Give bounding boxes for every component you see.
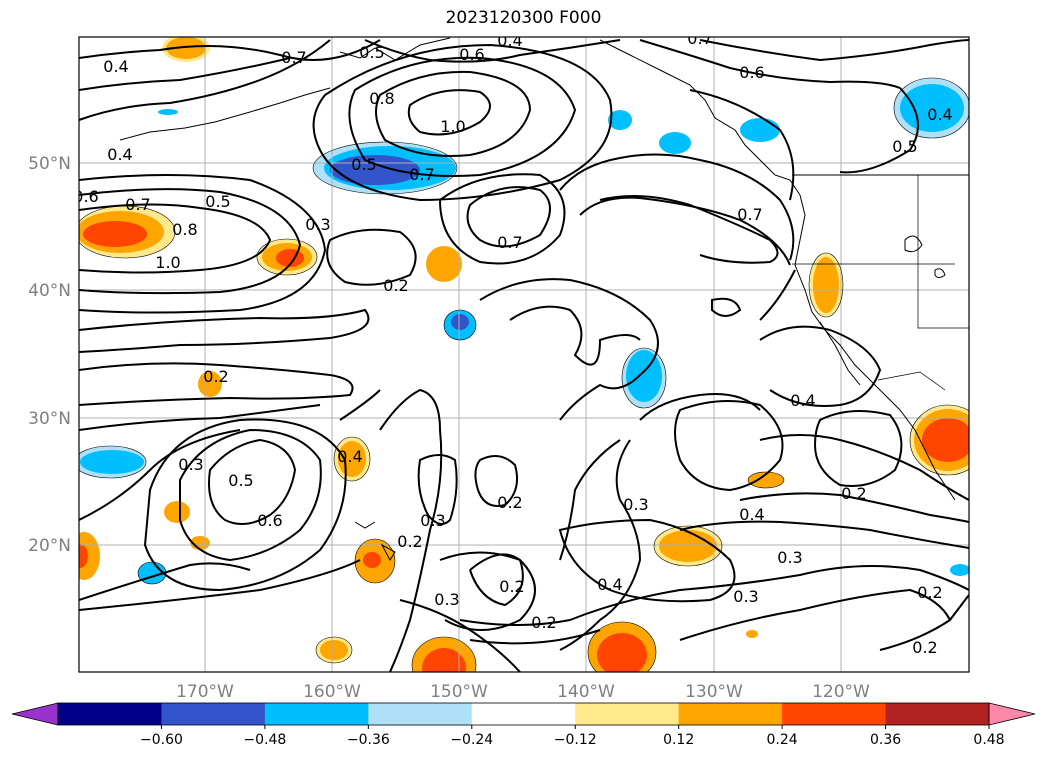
contour-label: 0.5 (359, 43, 384, 62)
contour-label: 0.7 (281, 48, 306, 67)
map-plot-area: 0.4 0.7 0.5 0.4 0.6 0.7 0.6 0.8 1.0 0.4 … (73, 29, 969, 672)
colorbar-tick-label: −0.24 (450, 732, 493, 748)
contour-label: 0.4 (337, 447, 362, 466)
contour-label: 0.4 (107, 145, 132, 164)
contour-label: 0.7 (125, 195, 150, 214)
contour-label: 0.3 (733, 587, 758, 606)
map-title: 2023120300 F000 (445, 8, 602, 28)
lon-label-150w: 150°W (430, 682, 488, 702)
colorbar-tick-label: −0.36 (347, 732, 390, 748)
contour-label: 0.3 (623, 495, 648, 514)
contour-label: 0.4 (103, 57, 128, 76)
contour-label: 1.0 (440, 117, 465, 136)
lon-label-140w: 140°W (557, 682, 615, 702)
colorbar-segment (471, 703, 576, 725)
colorbar-segment (58, 703, 162, 725)
contour-label: 0.5 (892, 137, 917, 156)
contour-lines (79, 39, 969, 672)
colorbar-ticks: −0.60 −0.48 −0.36 −0.24 −0.12 0.12 0.24 0.36 0.4… (140, 725, 1005, 748)
colorbar-tick-label: −0.48 (243, 732, 286, 748)
colorbar-tick-label: 0.48 (973, 732, 1004, 748)
contour-label: 0.2 (499, 577, 524, 596)
contour-label: 0.7 (687, 29, 712, 48)
contour-label: 0.6 (459, 45, 484, 64)
contour-label: 0.7 (737, 205, 762, 224)
colorbar-extend-left (11, 702, 59, 726)
colorbar-segment (161, 703, 266, 725)
contour-label: 0.5 (205, 192, 230, 211)
contour-label: 0.4 (497, 31, 522, 50)
contour-label: 0.6 (73, 187, 98, 206)
contour-label: 0.8 (369, 89, 394, 108)
gridlines (79, 37, 969, 672)
colorbar-tick-label: −0.60 (140, 732, 183, 748)
colorbar-segment (782, 703, 887, 725)
contour-label: 0.5 (228, 471, 253, 490)
contour-label: 0.4 (927, 105, 952, 124)
lon-label-130w: 130°W (685, 682, 743, 702)
longitude-labels: 170°W 160°W 150°W 140°W 130°W 120°W (176, 682, 870, 702)
lat-label-40n: 40°N (28, 281, 71, 301)
contour-label: 0.2 (383, 276, 408, 295)
colorbar-tick-label: 0.12 (663, 732, 694, 748)
contour-label: 0.6 (257, 511, 282, 530)
colorbar-frame (57, 702, 990, 726)
contour-label: 0.7 (409, 165, 434, 184)
latitude-labels: 50°N 40°N 30°N 20°N (28, 154, 71, 556)
colorbar-segment (368, 703, 473, 725)
contour-label: 0.2 (397, 532, 422, 551)
lat-label-50n: 50°N (28, 154, 71, 174)
contour-label: 0.2 (497, 493, 522, 512)
contour-label: 0.4 (597, 575, 622, 594)
colorbar-segment (575, 703, 680, 725)
contour-label: 0.5 (351, 155, 376, 174)
map-frame (78, 36, 970, 673)
contour-label: 0.4 (790, 391, 815, 410)
contour-label: 0.3 (777, 548, 802, 567)
colorbar: −0.60 −0.48 −0.36 −0.24 −0.12 0.12 0.24 0.36 0.4… (11, 702, 1036, 748)
contour-label: 0.2 (203, 367, 228, 386)
colorbar-tick-label: −0.12 (554, 732, 597, 748)
contour-label: 0.3 (434, 590, 459, 609)
contour-label: 0.7 (497, 233, 522, 252)
lat-label-20n: 20°N (28, 536, 71, 556)
contour-label: 0.2 (841, 484, 866, 503)
contour-label: 0.8 (172, 220, 197, 239)
colorbar-segment (264, 703, 369, 725)
contour-label: 0.2 (531, 613, 556, 632)
lon-label-120w: 120°W (812, 682, 870, 702)
lat-label-30n: 30°N (28, 409, 71, 429)
contour-label: 0.3 (420, 511, 445, 530)
colorbar-tick-label: 0.24 (767, 732, 798, 748)
lon-label-160w: 160°W (303, 682, 361, 702)
colorbar-segment (885, 703, 990, 725)
contour-label: 1.0 (155, 253, 180, 272)
shading-outlines (79, 77, 969, 672)
contour-label: 0.2 (912, 638, 937, 657)
contour-label: 0.6 (739, 63, 764, 82)
contour-label: 0.4 (739, 505, 764, 524)
contour-label: 0.3 (178, 455, 203, 474)
colorbar-tick-label: 0.36 (870, 732, 901, 748)
contour-labels: 0.4 0.7 0.5 0.4 0.6 0.7 0.6 0.8 1.0 0.4 … (73, 29, 953, 657)
lon-label-170w: 170°W (176, 682, 234, 702)
colorbar-extend-right (988, 702, 1036, 726)
colorbar-segment (678, 703, 783, 725)
coastlines (119, 37, 969, 561)
colorbar-segments (58, 703, 990, 725)
contour-label: 0.3 (305, 215, 330, 234)
contour-label: 0.2 (917, 583, 942, 602)
